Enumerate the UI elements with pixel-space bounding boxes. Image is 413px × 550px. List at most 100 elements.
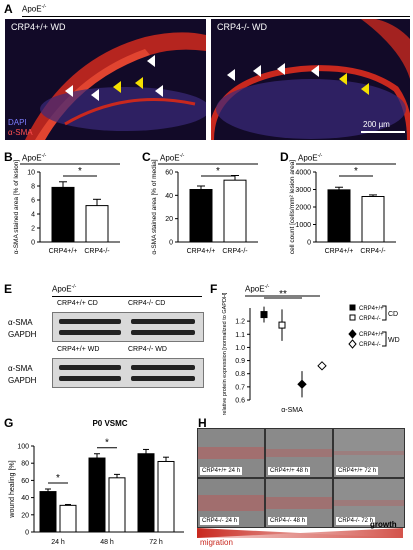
blot1-row-sma: α-SMA	[8, 318, 33, 327]
x-tick-label: CRP4-/-	[84, 248, 110, 255]
bar	[88, 457, 106, 533]
panel-label-f: F	[210, 282, 218, 296]
panel-label-h: H	[198, 416, 207, 430]
bar	[59, 504, 77, 533]
micrograph-crp4-ko: CRP4-/- WD 200 µm	[211, 19, 410, 140]
migration-label: migration	[200, 538, 233, 547]
blot1-lane-1: CRP4+/+ CD	[57, 300, 98, 307]
scale-bar-label: 200 µm	[363, 120, 390, 129]
panel-label-g: G	[4, 416, 14, 430]
y-tick-label: 60	[21, 478, 29, 485]
y-tick-label: 8	[31, 184, 35, 191]
legend-marker	[348, 329, 357, 339]
y-tick-label: 0.7	[235, 384, 245, 391]
chart-f: 0.6 0.7 0.8 0.9 1.0 1.1 1.2 relative protein ex…	[222, 290, 400, 415]
x-tick-label: 24 h	[51, 539, 65, 546]
bar	[223, 179, 247, 243]
y-tick-label: 100	[17, 444, 29, 451]
point	[260, 311, 268, 319]
tile-label: CRP4+/+ 72 h	[336, 467, 379, 475]
tile-label: CRP4-/- 24 h	[200, 517, 240, 525]
point	[278, 321, 286, 329]
bar	[108, 477, 126, 533]
y-tick-label: 2000	[295, 205, 311, 212]
legend-bracket	[382, 305, 387, 321]
y-axis-label: relative protein expression [normalized …	[222, 292, 228, 415]
y-tick-label: 2	[31, 226, 35, 233]
y-tick-label: 1000	[295, 222, 311, 229]
y-axis-label: α-SMA stained area [% of media]	[151, 159, 158, 254]
blot1-lane-2: CRP4-/- CD	[128, 300, 166, 307]
bar	[39, 491, 57, 533]
y-tick-label: 60	[165, 170, 173, 177]
y-tick-label: 4	[31, 212, 35, 219]
panel-c-header: ApoE-/-	[160, 153, 185, 163]
x-tick-label: 72 h	[149, 539, 163, 546]
y-tick-label: 6	[31, 198, 35, 205]
panels-bcd: 0 2 4 6 8 10 CRP4+/+ CRP4-/- * α-SMA stained area…	[13, 159, 396, 255]
blot1-row-gapdh: GAPDH	[8, 330, 37, 339]
legend-marker	[349, 304, 356, 311]
scratch-tile-wt-72h: CRP4+/+ 72 h	[333, 428, 405, 478]
y-tick-label: 0.9	[235, 358, 245, 365]
y-tick-label: 80	[21, 461, 29, 468]
x-tick-label: CRP4-/-	[222, 248, 248, 255]
blot2-lane-2: CRP4-/- WD	[128, 346, 167, 353]
y-tick-label: 0	[25, 530, 29, 537]
y-tick-label: 3000	[295, 187, 311, 194]
legend-label: CRP4+/+	[359, 332, 384, 338]
panel-e-rule	[52, 296, 202, 297]
micrograph-right-title: CRP4-/- WD	[217, 22, 267, 32]
scratch-tile-ko-24h: CRP4-/- 24 h	[197, 478, 265, 528]
x-tick-label: CRP4+/+	[187, 248, 216, 255]
panel-label-a: A	[4, 2, 13, 16]
legend-marker	[348, 339, 357, 349]
panel-a-rule	[22, 16, 410, 17]
x-axis-label: α-SMA	[281, 407, 303, 414]
panel-a-header: ApoE-/-	[22, 4, 47, 14]
panel-label-c: C	[142, 150, 151, 164]
scale-bar	[361, 131, 405, 133]
bar	[85, 205, 109, 243]
panel-e-header: ApoE-/-	[52, 284, 77, 294]
stain-sma-label: α-SMA	[8, 128, 33, 137]
y-tick-label: 1.0	[235, 345, 245, 352]
x-tick-label: CRP4-/-	[360, 248, 386, 255]
blot2-lane-1: CRP4+/+ WD	[57, 346, 100, 353]
micrograph-crp4-ko-art	[211, 19, 410, 140]
legend-bracket	[382, 331, 387, 347]
x-tick-label: CRP4+/+	[49, 248, 78, 255]
tile-label: CRP4-/- 48 h	[268, 517, 308, 525]
chart-c: 0 20 40 60 CRP4+/+ CRP4-/- * α-SMA stained area…	[151, 159, 258, 255]
scratch-tile-ko-48h: CRP4-/- 48 h	[265, 478, 333, 528]
micrograph-crp4-wt-art	[25, 32, 206, 140]
panel-b-header: ApoE-/-	[22, 153, 47, 163]
significance-marker: *	[216, 166, 220, 177]
stain-dapi-label: DAPI	[8, 118, 27, 127]
legend-group-label: WD	[388, 337, 400, 344]
y-tick-label: 0.6	[235, 398, 245, 405]
y-tick-label: 1.1	[235, 332, 245, 339]
scratch-tile-ko-72h: CRP4-/- 72 h	[333, 478, 405, 528]
significance-marker: *	[78, 166, 82, 177]
chart-g: P0 VSMC 0 20 40 60 80 100 wound healing [%] 24 h…	[9, 419, 184, 546]
legend-group-label: CD	[388, 311, 398, 318]
blot2-row-sma: α-SMA	[8, 364, 33, 373]
point	[297, 379, 307, 389]
y-tick-label: 40	[21, 495, 29, 502]
chart-title: P0 VSMC	[92, 419, 127, 428]
significance-marker: *	[56, 473, 60, 484]
chart-d: 0 1000 2000 3000 4000 CRP4+/+ CRP4-/- * cell cou…	[289, 160, 396, 255]
tile-label: CRP4-/- 72 h	[336, 517, 376, 525]
panel-f-header: ApoE-/-	[245, 284, 270, 294]
point	[317, 361, 327, 371]
bar	[189, 189, 213, 243]
panel-label-d: D	[280, 150, 289, 164]
y-tick-label: 20	[21, 512, 29, 519]
y-tick-label: 4000	[295, 170, 311, 177]
legend-label: CRP4-/-	[359, 316, 381, 322]
scratch-tile-wt-24h: CRP4+/+ 24 h	[197, 428, 265, 478]
legend-label: CRP4+/+	[359, 306, 384, 312]
micrograph-crp4-wt: CRP4+/+ WD	[5, 19, 206, 140]
bar	[51, 186, 75, 243]
